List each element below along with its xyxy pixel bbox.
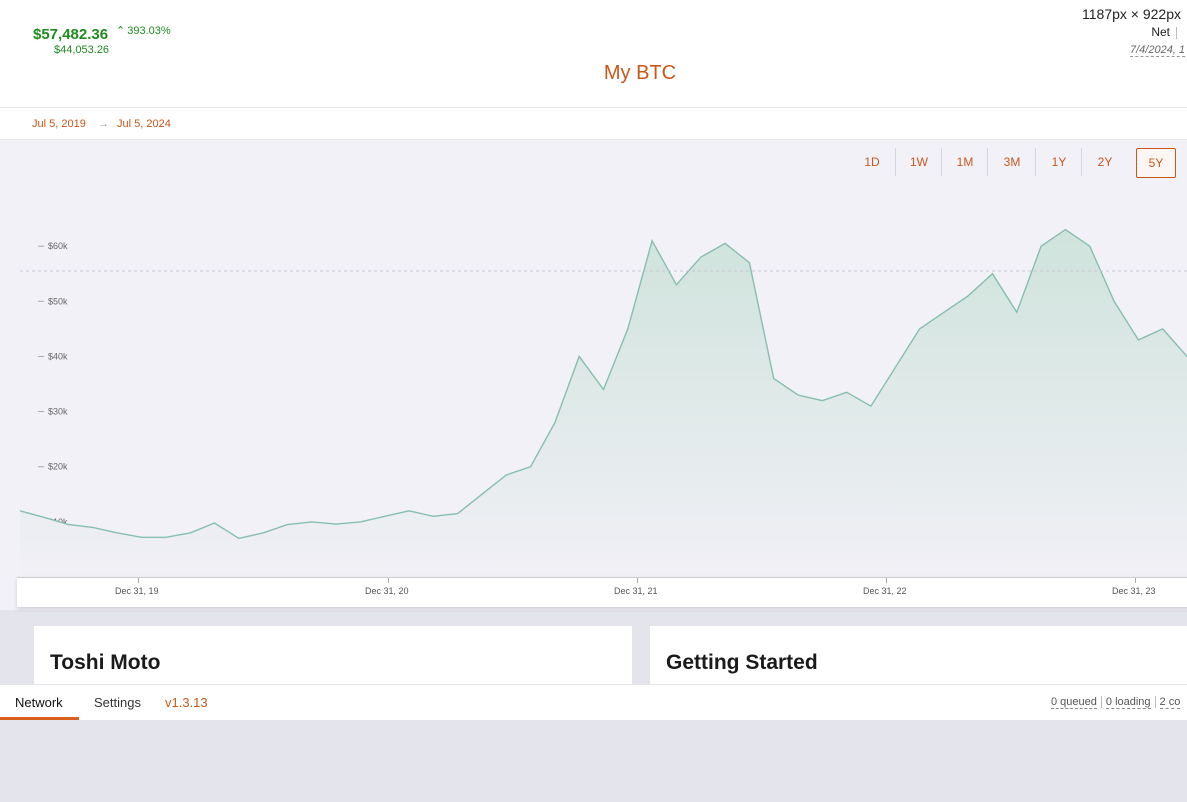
- y-tick-label: $50k: [48, 296, 68, 306]
- card-title: Toshi Moto: [50, 651, 161, 674]
- chevron-up-icon: ⌃: [116, 25, 126, 37]
- date-range-bar: Jul 5, 2019 → Jul 5, 2024: [0, 108, 1187, 140]
- tab-network[interactable]: Network: [15, 695, 63, 710]
- x-axis: [17, 577, 1187, 607]
- viewport-dimensions: 1187px × 922px: [1082, 6, 1181, 22]
- x-tick-label: Dec 31, 20: [365, 586, 409, 596]
- x-tick-label: Dec 31, 21: [614, 586, 658, 596]
- x-tick-mark: [637, 578, 638, 583]
- queued-count[interactable]: 0 queued: [1051, 696, 1097, 709]
- price-area: [20, 229, 1187, 577]
- active-tab-indicator: [0, 717, 79, 720]
- x-tick-mark: [388, 578, 389, 583]
- getting-started-card[interactable]: Getting Started: [649, 625, 1187, 686]
- tab-settings[interactable]: Settings: [94, 695, 141, 710]
- y-tick-label: $20k: [48, 462, 68, 472]
- card-title: Getting Started: [666, 651, 818, 674]
- y-tick-label: $60k: [48, 241, 68, 251]
- range-start[interactable]: Jul 5, 2019: [32, 118, 86, 130]
- period-2y[interactable]: 2Y: [1081, 148, 1128, 176]
- x-tick-label: Dec 31, 19: [115, 586, 159, 596]
- x-tick-label: Dec 31, 23: [1112, 586, 1156, 596]
- cost-basis: $44,053.26: [54, 44, 110, 56]
- change-percent-value: 393.03%: [127, 25, 171, 37]
- y-tick-label: $30k: [48, 407, 68, 417]
- y-tick-label: $40k: [48, 351, 68, 361]
- net-label: Net: [1151, 25, 1177, 39]
- period-1m[interactable]: 1M: [941, 148, 988, 176]
- x-tick-label: Dec 31, 22: [863, 586, 907, 596]
- version-label: v1.3.13: [165, 695, 208, 710]
- x-tick-mark: [886, 578, 887, 583]
- range-end[interactable]: Jul 5, 2024: [117, 118, 171, 130]
- period-1y[interactable]: 1Y: [1035, 148, 1082, 176]
- loading-count[interactable]: 0 loading: [1105, 696, 1151, 709]
- updated-date[interactable]: 7/4/2024, 1: [1130, 44, 1186, 57]
- page-title: My BTC: [603, 62, 677, 84]
- period-1d[interactable]: 1D: [864, 155, 880, 169]
- x-tick-mark: [1135, 578, 1136, 583]
- price-line[interactable]: [19, 228, 1187, 540]
- x-tick-mark: [138, 578, 139, 583]
- period-1w[interactable]: 1W: [895, 148, 942, 176]
- bottom-toolbar: Network Settings v1.3.13 0 queued 0 loadi…: [0, 684, 1187, 720]
- price-chart: $60k$50k$40k$30k$20k$10k 1D1W1M3M1Y2Y5Y …: [0, 140, 1187, 610]
- account-card[interactable]: Toshi Moto: [33, 625, 633, 686]
- header-bar: $57,482.36 ⌃ 393.03% $44,053.26 My BTC 11…: [0, 0, 1187, 108]
- period-selector: 1D 1W 1M 3M 1Y 2Y 5Y: [0, 148, 1187, 178]
- period-3m[interactable]: 3M: [987, 148, 1036, 176]
- change-percent: ⌃ 393.03%: [116, 24, 171, 37]
- network-status: 0 queued 0 loading 2 co: [1051, 696, 1181, 709]
- arrow-right-icon: →: [98, 118, 109, 130]
- period-5y[interactable]: 5Y: [1136, 148, 1176, 178]
- other-count[interactable]: 2 co: [1159, 696, 1181, 709]
- portfolio-value: $57,482.36: [33, 26, 109, 43]
- price-chart-svg: $60k$50k$40k$30k$20k$10k: [19, 228, 1187, 577]
